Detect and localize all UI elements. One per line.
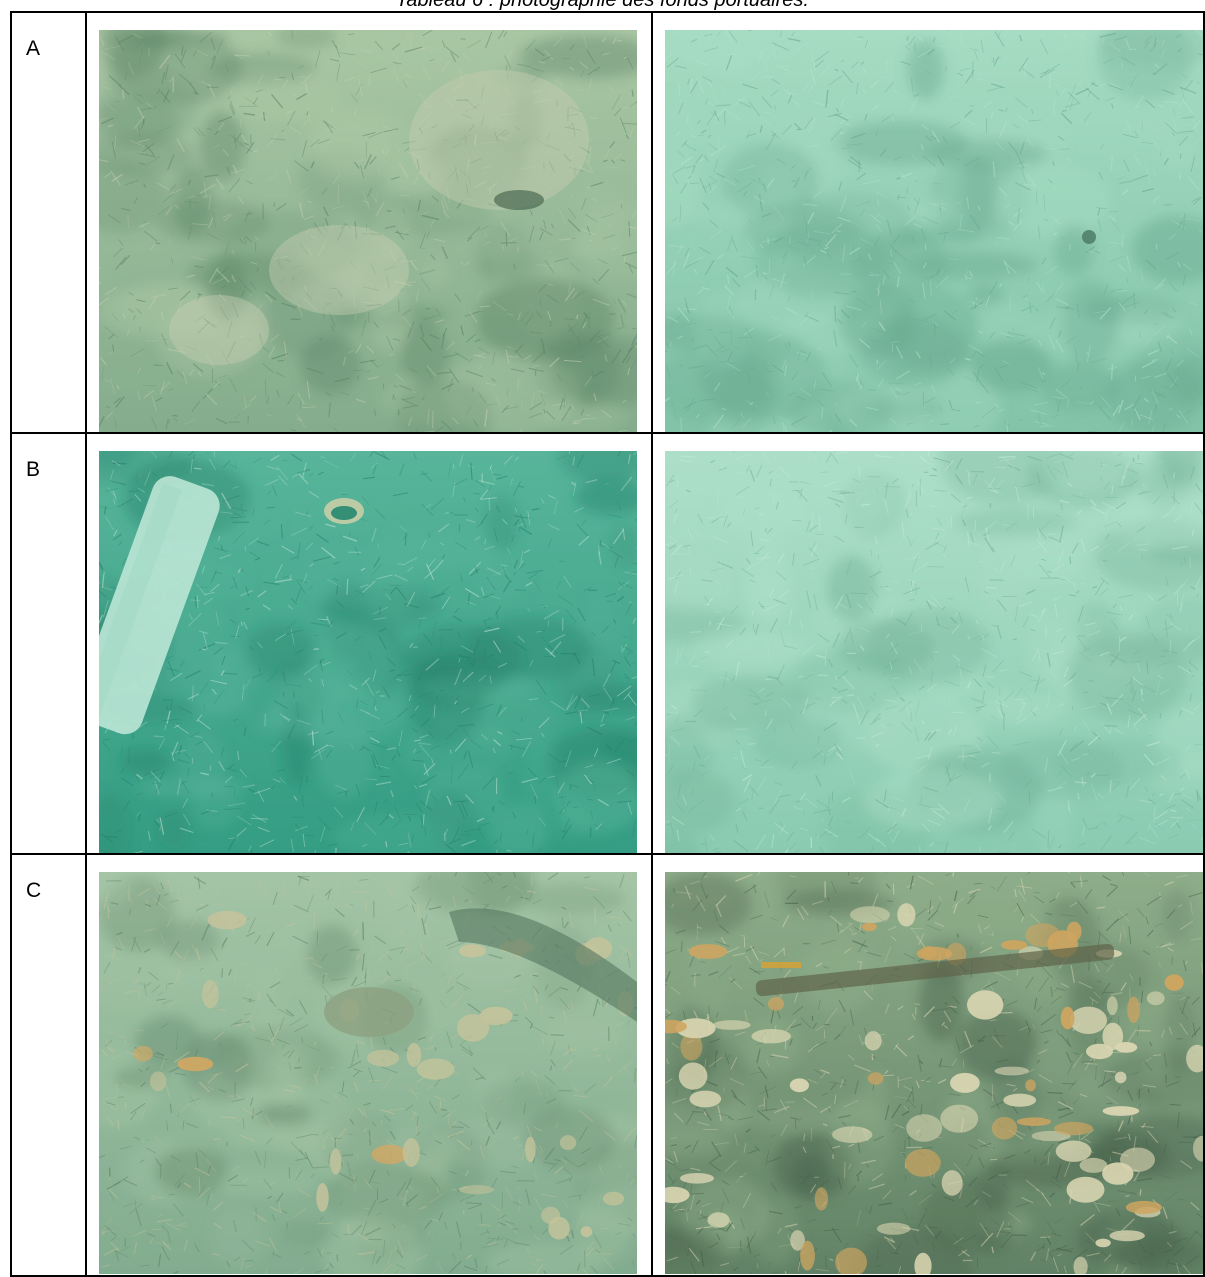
seabed-photo: [99, 872, 637, 1274]
photo-texture: [99, 872, 637, 1274]
photo-cell: [652, 12, 1204, 433]
seabed-photo: [99, 30, 637, 432]
photo-texture: [665, 872, 1203, 1274]
photo-cell: [86, 854, 652, 1276]
seabed-photo: [99, 451, 637, 853]
row-label-cell: A: [11, 12, 86, 433]
photo-cell: [86, 12, 652, 433]
table-row: C: [11, 854, 1204, 1276]
photo-table: A B C: [10, 11, 1205, 1277]
photo-texture: [99, 451, 637, 853]
seabed-photo: [665, 872, 1203, 1274]
table-row: B: [11, 433, 1204, 854]
row-label: A: [12, 13, 85, 61]
seabed-photo: [665, 451, 1203, 853]
photo-cell: [652, 854, 1204, 1276]
seabed-photo: [665, 30, 1203, 432]
photo-texture: [665, 30, 1203, 432]
row-label-cell: B: [11, 433, 86, 854]
photo-cell: [652, 433, 1204, 854]
photo-cell: [86, 433, 652, 854]
photo-texture: [665, 451, 1203, 853]
row-label: C: [12, 855, 85, 903]
table-row: A: [11, 12, 1204, 433]
row-label-cell: C: [11, 854, 86, 1276]
row-label: B: [12, 434, 85, 482]
photo-texture: [99, 30, 637, 432]
